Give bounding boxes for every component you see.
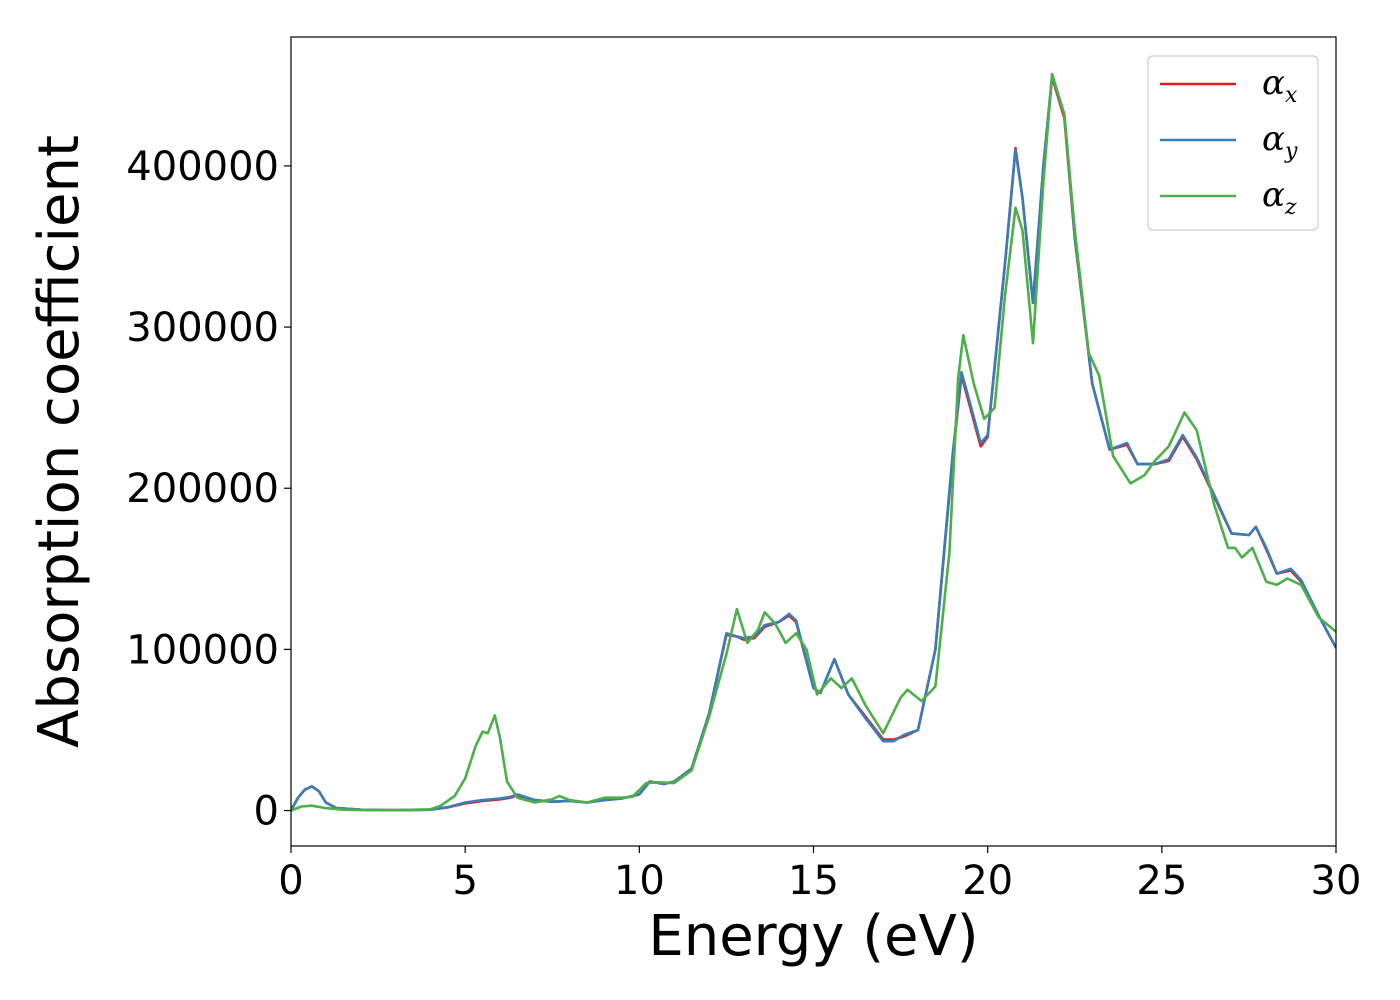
x-tick-label: 20 (962, 858, 1013, 904)
x-tick-label: 5 (452, 858, 477, 904)
x-axis: 0 5 10 15 20 25 30 (278, 846, 1361, 904)
legend-label-y: αy (1262, 119, 1298, 164)
x-tick-label: 25 (1136, 858, 1187, 904)
series-line-z (291, 72, 1336, 812)
x-tick-label: 30 (1311, 858, 1362, 904)
y-tick-label: 300000 (126, 305, 279, 351)
x-tick-label: 10 (614, 858, 665, 904)
x-tick-label: 15 (788, 858, 839, 904)
x-tick-label: 0 (278, 858, 303, 904)
legend: αx αy αz (1147, 55, 1319, 231)
y-axis-label: Absorption coefficient (27, 135, 92, 748)
x-axis-label: Energy (eV) (648, 904, 978, 969)
series-lines (291, 72, 1336, 812)
y-axis: 0 100000 200000 300000 400000 (126, 144, 291, 835)
legend-label-z: αz (1262, 175, 1297, 220)
legend-box (1147, 55, 1319, 231)
y-tick-label: 0 (254, 789, 279, 835)
y-tick-label: 200000 (126, 466, 279, 512)
legend-label-x: αx (1262, 63, 1298, 108)
y-tick-label: 400000 (126, 144, 279, 190)
y-tick-label: 100000 (126, 627, 279, 673)
series-line-y (291, 74, 1336, 812)
